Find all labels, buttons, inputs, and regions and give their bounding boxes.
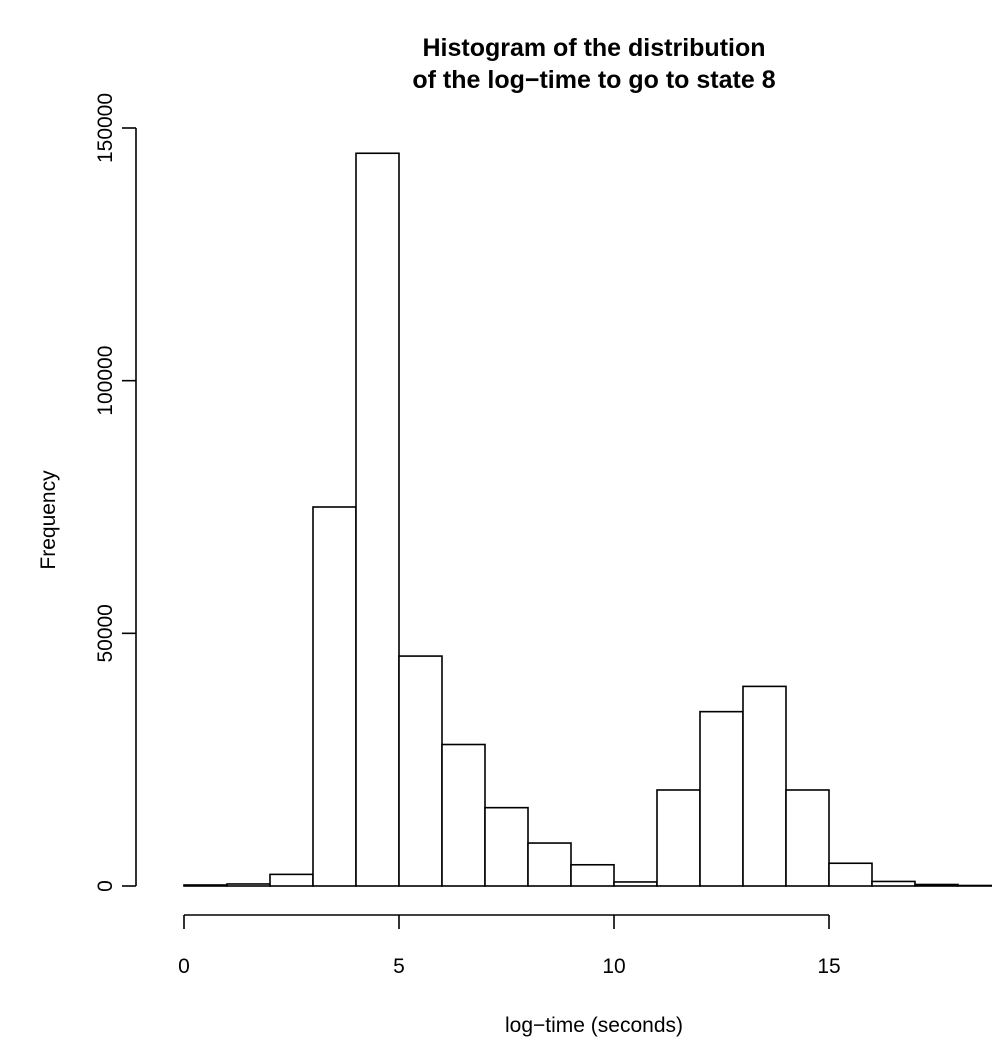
y-axis-label: Frequency	[37, 470, 60, 570]
y-ticks-group: 0 50000 100000 150000	[94, 93, 136, 892]
histogram-bar	[699, 710, 744, 887]
histogram-bar	[183, 884, 228, 887]
y-tick-label: 50000	[94, 604, 117, 662]
chart-title-line-1: Histogram of the distribution	[422, 34, 765, 62]
histogram-bar	[742, 685, 787, 887]
histogram-bar	[613, 881, 658, 887]
x-ticks-group: 0 5 10 15	[178, 915, 841, 978]
histogram-bar	[441, 743, 486, 887]
bars-group	[183, 152, 992, 887]
chart-title-line-2: of the log−time to go to state 8	[412, 66, 775, 94]
y-tick-label: 150000	[94, 93, 117, 163]
histogram-bar	[785, 789, 830, 887]
x-tick-label: 15	[817, 955, 840, 978]
histogram-bar	[527, 842, 572, 887]
histogram-bar	[312, 506, 357, 887]
histogram-bar	[226, 883, 271, 887]
histogram-bar	[484, 806, 529, 887]
x-tick-label: 0	[178, 955, 190, 978]
histogram-bar	[398, 655, 443, 887]
x-tick-label: 10	[602, 955, 625, 978]
histogram-bar	[355, 152, 400, 887]
x-axis-label: log−time (seconds)	[505, 1014, 683, 1037]
histogram-bar	[914, 883, 959, 887]
y-tick-label: 0	[94, 880, 117, 892]
x-tick-label: 5	[393, 955, 405, 978]
y-tick-label: 100000	[94, 346, 117, 416]
histogram-bar	[828, 862, 873, 887]
histogram-bar	[871, 880, 916, 887]
histogram-bar	[957, 884, 992, 887]
histogram-bar	[269, 873, 314, 887]
histogram-bar	[570, 863, 615, 887]
histogram-bar	[656, 789, 701, 887]
